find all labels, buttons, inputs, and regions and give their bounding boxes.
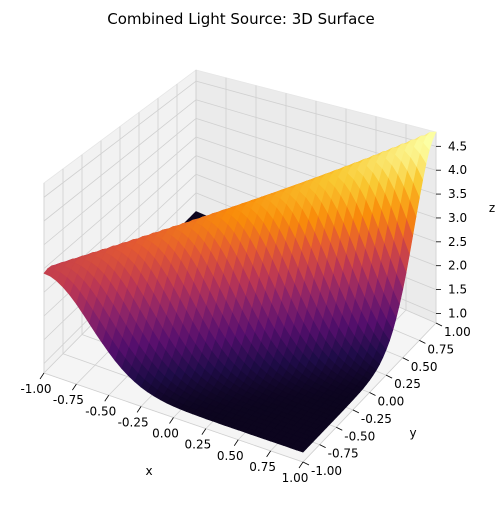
x-tick-label: -0.50	[85, 404, 116, 418]
x-tick-label: 1.00	[282, 471, 309, 485]
y-tick	[419, 340, 426, 344]
x-tick	[136, 406, 142, 413]
x-tick-label: -0.25	[118, 415, 149, 429]
y-tick-label: 0.75	[427, 342, 454, 356]
z-axis-label: z	[489, 201, 495, 215]
y-tick-label: 0.25	[394, 377, 421, 391]
y-tick-label: -0.50	[344, 429, 375, 443]
grid-line	[43, 118, 197, 246]
x-tick	[266, 450, 271, 458]
surface-facet	[295, 446, 307, 453]
x-tick	[39, 372, 45, 380]
x-axis-label: x	[145, 464, 152, 478]
x-tick	[233, 439, 239, 446]
grid-line	[43, 99, 197, 222]
x-tick	[201, 428, 207, 435]
z-tick-label: 4.5	[448, 139, 467, 153]
z-tick-label: 4.0	[448, 163, 467, 177]
z-tick-label: 2.0	[448, 259, 467, 273]
grid-line	[195, 80, 437, 147]
x-tick	[72, 383, 77, 391]
y-tick-label: 1.00	[444, 325, 471, 339]
z-tick-label: 3.0	[448, 211, 467, 225]
x-tick	[298, 461, 304, 469]
y-tick	[385, 374, 393, 379]
z-tick-label: 1.0	[448, 306, 467, 320]
x-tick-label: -0.75	[53, 393, 84, 407]
y-tick	[435, 322, 443, 327]
y-tick-label: -0.75	[328, 447, 359, 461]
axis-ticks: -1.00-0.75-0.50-0.250.000.250.500.751.00…	[20, 139, 470, 485]
z-tick-label: 2.5	[448, 235, 467, 249]
x-tick-label: 0.50	[217, 449, 244, 463]
y-tick	[302, 461, 310, 466]
y-tick-label: -0.25	[361, 412, 392, 426]
z-tick-label: 3.5	[448, 187, 467, 201]
surface-mesh	[43, 131, 437, 453]
grid-line	[43, 80, 197, 198]
x-tick	[104, 395, 110, 402]
x-tick-label: -1.00	[20, 382, 51, 396]
x-tick-label: 0.00	[152, 427, 179, 441]
y-axis-label: y	[409, 426, 416, 440]
z-tick-label: 1.5	[448, 283, 467, 297]
y-tick-label: 0.50	[411, 360, 438, 374]
x-tick-label: 0.75	[249, 460, 276, 474]
y-tick-label: -1.00	[311, 464, 342, 478]
x-tick-label: 0.25	[185, 438, 212, 452]
y-tick-label: 0.00	[378, 395, 405, 409]
y-tick	[369, 392, 376, 396]
y-tick	[352, 409, 360, 414]
x-tick	[169, 417, 174, 424]
y-tick	[402, 357, 409, 362]
grid-line	[43, 136, 197, 269]
chart-title: Combined Light Source: 3D Surface	[107, 10, 375, 28]
y-tick	[336, 426, 343, 431]
y-tick	[319, 444, 326, 448]
